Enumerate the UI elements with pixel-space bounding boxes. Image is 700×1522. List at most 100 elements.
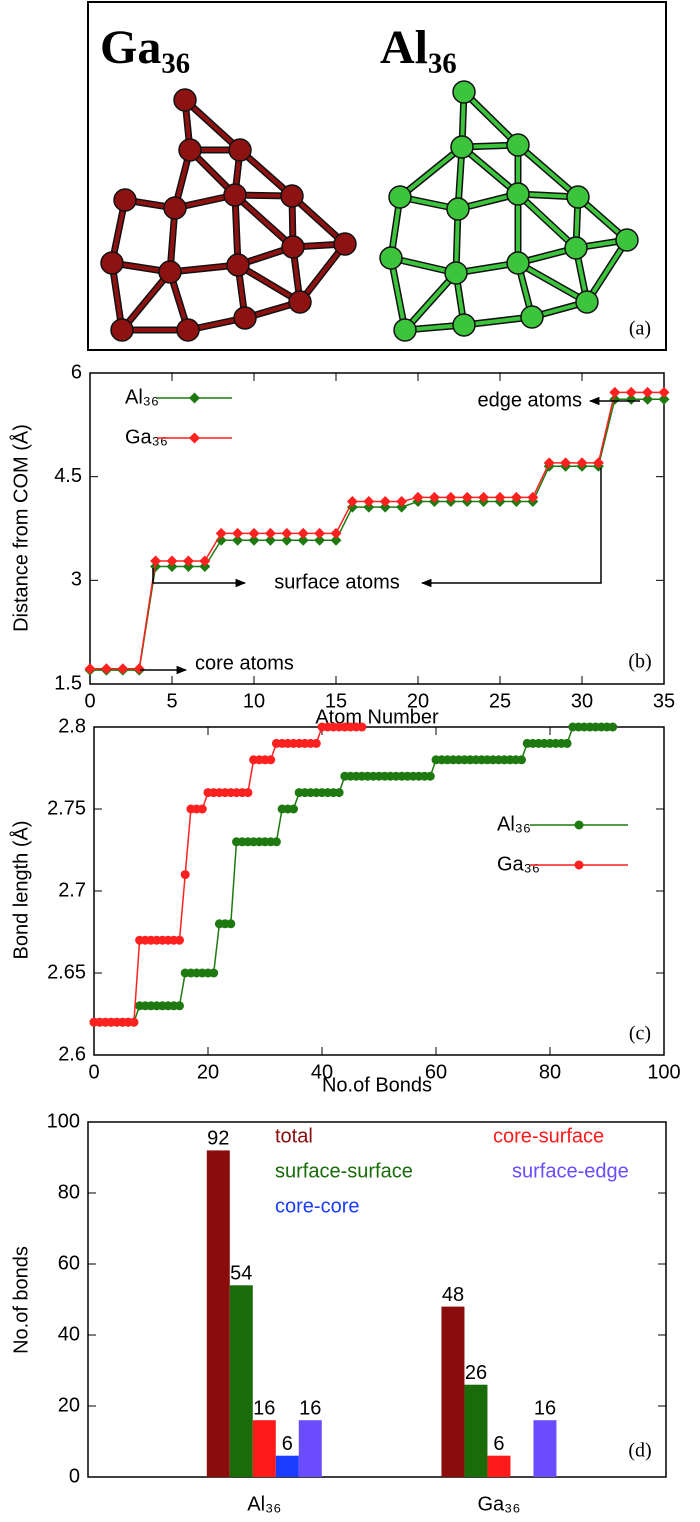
bond	[403, 271, 458, 332]
bar	[252, 1420, 276, 1477]
bar	[298, 1420, 322, 1477]
x-tick-label: 60	[425, 1061, 447, 1083]
data-point	[232, 527, 244, 539]
data-point	[608, 722, 618, 732]
legend-label: surface-edge	[512, 1160, 629, 1182]
data-point	[428, 491, 440, 503]
atom	[223, 183, 247, 207]
data-point	[330, 527, 342, 539]
annotation: surface atoms	[274, 571, 400, 593]
data-point	[281, 534, 293, 546]
data-point	[396, 496, 408, 508]
x-tick-label: 0	[88, 1061, 99, 1083]
panel-label: (a)	[629, 318, 651, 340]
legend-label: Al₃₆	[497, 813, 531, 835]
legend-label: core-surface	[493, 1125, 604, 1147]
bond	[389, 257, 407, 331]
panel-label: (c)	[629, 1023, 651, 1045]
atom	[506, 251, 530, 275]
x-tick-label: Ga₃₆	[478, 1493, 521, 1515]
legend-marker	[189, 432, 200, 444]
bond	[120, 270, 172, 332]
atom	[226, 253, 250, 277]
y-tick-label: 2.6	[58, 1043, 86, 1065]
value-label: 54	[230, 1263, 252, 1285]
data-point	[330, 534, 342, 546]
atom	[288, 290, 312, 314]
atom	[233, 306, 257, 330]
data-point	[461, 491, 473, 503]
data-point	[166, 561, 178, 573]
data-point	[642, 386, 654, 398]
data-point	[425, 771, 435, 781]
cluster-images	[100, 80, 639, 342]
y-tick-label: 20	[58, 1394, 80, 1416]
y-tick-label: 60	[58, 1252, 80, 1274]
cluster-label: Ga₃₆	[100, 21, 190, 74]
atom	[444, 261, 468, 285]
data-point	[182, 555, 194, 567]
series-line	[90, 391, 664, 670]
atom	[379, 246, 403, 270]
y-tick-label: 100	[47, 1110, 80, 1132]
data-point	[289, 804, 298, 814]
value-label: 48	[442, 1284, 464, 1306]
data-point	[510, 491, 522, 503]
y-axis-label: No.of bonds	[10, 1246, 32, 1354]
data-point	[445, 491, 457, 503]
data-point	[543, 457, 555, 469]
data-point	[243, 788, 253, 798]
value-label: 6	[493, 1433, 504, 1455]
atom	[506, 182, 530, 206]
legend-marker	[574, 820, 584, 830]
data-point	[346, 496, 358, 508]
annotation-arrow	[152, 568, 247, 588]
bar	[275, 1455, 299, 1477]
plot-frame	[87, 1121, 667, 1478]
data-point	[592, 457, 604, 469]
data-point	[379, 496, 391, 508]
data-point	[199, 561, 211, 573]
x-tick-label: 35	[653, 690, 675, 712]
data-point	[100, 663, 112, 675]
legend-label: core-core	[275, 1195, 359, 1217]
bar	[206, 1150, 230, 1477]
cluster-label: Al₃₆	[380, 21, 457, 74]
data-point	[232, 534, 244, 546]
legend-label: Ga₃₆	[125, 426, 168, 448]
bond	[236, 263, 302, 304]
y-tick-label: 2.65	[47, 961, 86, 983]
x-tick-label: 40	[311, 1061, 333, 1083]
value-label: 16	[534, 1397, 556, 1419]
value-label: 16	[299, 1397, 321, 1419]
atom	[100, 251, 124, 275]
value-label: 16	[253, 1397, 275, 1419]
annotation: core atoms	[195, 652, 294, 674]
atom	[280, 184, 304, 208]
y-tick-label: 2.8	[58, 715, 86, 737]
bond	[460, 145, 520, 196]
bond	[233, 193, 295, 249]
y-axis-label: Distance from COM (Å)	[9, 424, 32, 632]
data-point	[297, 534, 309, 546]
data-point	[658, 386, 670, 398]
atom	[176, 318, 200, 342]
atom	[228, 138, 252, 162]
legend-label: Al₃₆	[125, 386, 159, 408]
atom	[281, 235, 305, 259]
atom	[173, 88, 197, 112]
y-tick-label: 4.5	[54, 465, 82, 487]
atom	[178, 138, 202, 162]
data-point	[271, 837, 281, 847]
x-tick-label: Al₃₆	[247, 1493, 281, 1515]
data-point	[560, 457, 572, 469]
y-tick-label: 40	[58, 1323, 80, 1345]
value-label: 92	[207, 1128, 229, 1150]
atom	[110, 318, 134, 342]
data-point	[199, 555, 211, 567]
bar	[487, 1455, 511, 1477]
atom	[333, 232, 357, 256]
bond	[517, 261, 588, 304]
